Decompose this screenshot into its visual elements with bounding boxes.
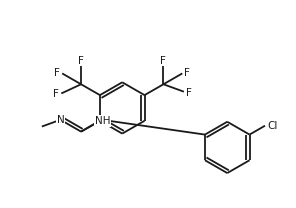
Text: F: F [160,56,166,66]
Text: F: F [54,89,59,99]
Text: F: F [78,56,84,66]
Text: Cl: Cl [267,121,277,131]
Text: F: F [54,68,60,78]
Text: F: F [184,68,190,78]
Text: F: F [186,88,192,98]
Text: NH: NH [95,116,110,126]
Text: N: N [57,115,64,125]
